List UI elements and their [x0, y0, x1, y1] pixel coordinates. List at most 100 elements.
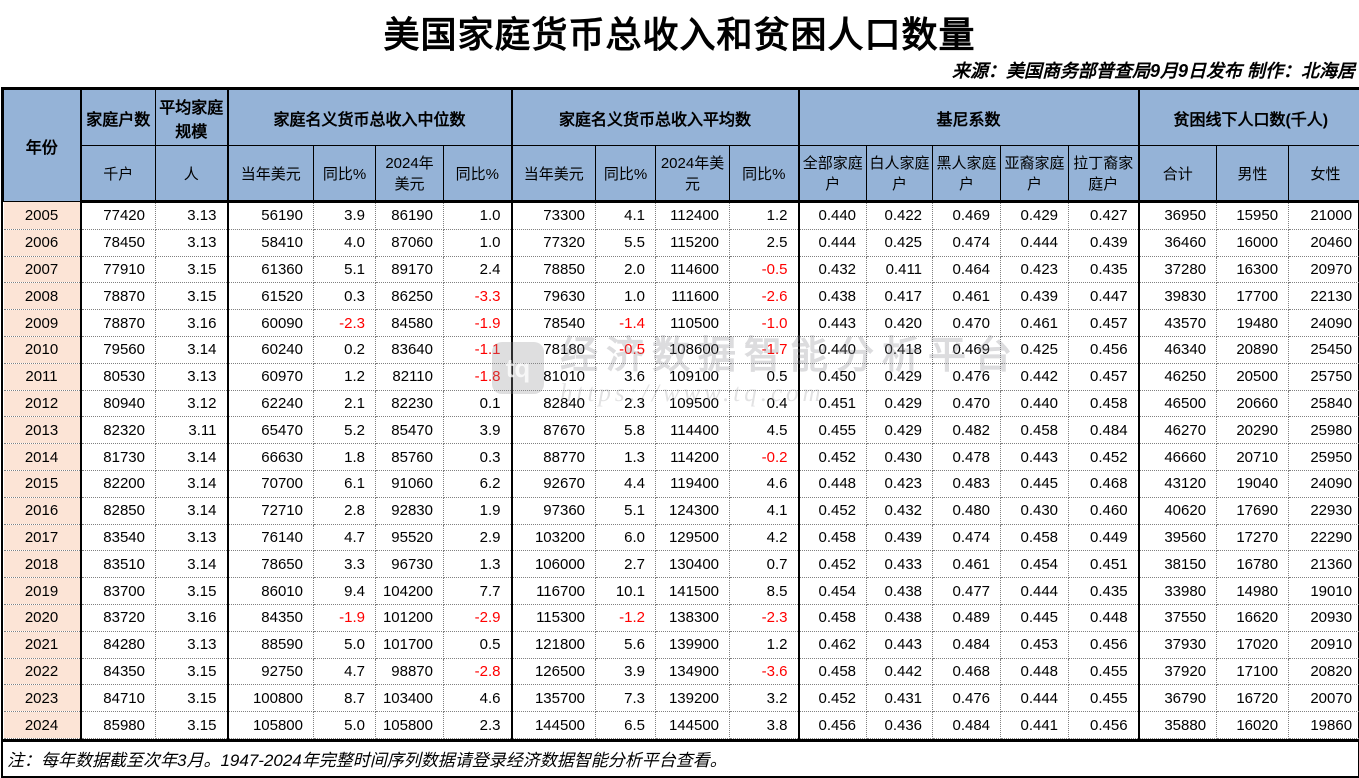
value-cell: 103400: [376, 685, 444, 712]
value-cell: 0.455: [799, 417, 867, 444]
value-cell: 0.444: [799, 229, 867, 256]
value-cell: 82200: [81, 470, 156, 497]
value-cell: 25840: [1289, 390, 1359, 417]
value-cell: 0.440: [1001, 390, 1069, 417]
col-header-mean-yoy: 同比%: [596, 146, 656, 202]
value-cell: 0.429: [867, 417, 933, 444]
value-cell: -1.9: [314, 604, 376, 631]
value-cell: 84710: [81, 685, 156, 712]
value-cell: 119400: [656, 470, 730, 497]
value-cell: 0.456: [799, 712, 867, 739]
value-cell: 0.423: [867, 470, 933, 497]
value-cell: 3.14: [156, 444, 228, 471]
value-cell: 0.476: [933, 685, 1001, 712]
value-cell: -2.3: [314, 310, 376, 337]
value-cell: 82320: [81, 417, 156, 444]
col-header-gini-black: 黑人家庭户: [933, 146, 1001, 202]
value-cell: 95520: [376, 524, 444, 551]
value-cell: 3.14: [156, 470, 228, 497]
col-header-gini-asian: 亚裔家庭户: [1001, 146, 1069, 202]
value-cell: 105800: [376, 712, 444, 739]
value-cell: 8.7: [314, 685, 376, 712]
value-cell: 4.7: [314, 524, 376, 551]
value-cell: 19860: [1289, 712, 1359, 739]
value-cell: 0.450: [799, 363, 867, 390]
value-cell: 87670: [512, 417, 596, 444]
year-cell: 2021: [4, 631, 81, 658]
value-cell: 79560: [81, 336, 156, 363]
value-cell: 3.13: [156, 631, 228, 658]
value-cell: 1.2: [730, 631, 799, 658]
value-cell: 46500: [1139, 390, 1217, 417]
value-cell: 116700: [512, 578, 596, 605]
value-cell: 16720: [1217, 685, 1289, 712]
value-cell: 6.0: [596, 524, 656, 551]
value-cell: 81730: [81, 444, 156, 471]
value-cell: 0.464: [933, 256, 1001, 283]
value-cell: 144500: [512, 712, 596, 739]
value-cell: 70700: [228, 470, 314, 497]
value-cell: 1.9: [444, 497, 512, 524]
value-cell: 20070: [1289, 685, 1359, 712]
col-header-gini-white: 白人家庭户: [867, 146, 933, 202]
value-cell: 83640: [376, 336, 444, 363]
value-cell: 3.3: [314, 551, 376, 578]
value-cell: 6.5: [596, 712, 656, 739]
value-cell: -2.3: [730, 604, 799, 631]
value-cell: 5.1: [596, 497, 656, 524]
year-cell: 2011: [4, 363, 81, 390]
value-cell: 85470: [376, 417, 444, 444]
value-cell: 6.2: [444, 470, 512, 497]
value-cell: 83540: [81, 524, 156, 551]
year-cell: 2019: [4, 578, 81, 605]
value-cell: 0.444: [1001, 578, 1069, 605]
value-cell: 109500: [656, 390, 730, 417]
value-cell: 17020: [1217, 631, 1289, 658]
value-cell: 0.452: [799, 497, 867, 524]
year-cell: 2012: [4, 390, 81, 417]
value-cell: 3.15: [156, 578, 228, 605]
value-cell: 2.7: [596, 551, 656, 578]
value-cell: 0.432: [799, 256, 867, 283]
value-cell: 130400: [656, 551, 730, 578]
value-cell: 0.458: [799, 604, 867, 631]
value-cell: 0.447: [1069, 283, 1139, 310]
value-cell: 80530: [81, 363, 156, 390]
value-cell: 16620: [1217, 604, 1289, 631]
value-cell: 78180: [512, 336, 596, 363]
value-cell: 84280: [81, 631, 156, 658]
value-cell: 86010: [228, 578, 314, 605]
value-cell: 88590: [228, 631, 314, 658]
value-cell: 20890: [1217, 336, 1289, 363]
value-cell: -2.6: [730, 283, 799, 310]
value-cell: 0.427: [1069, 202, 1139, 230]
value-cell: 3.14: [156, 551, 228, 578]
value-cell: 78650: [228, 551, 314, 578]
value-cell: 4.1: [596, 202, 656, 230]
value-cell: 8.5: [730, 578, 799, 605]
value-cell: 135700: [512, 685, 596, 712]
year-cell: 2007: [4, 256, 81, 283]
value-cell: 1.2: [314, 363, 376, 390]
value-cell: 1.8: [314, 444, 376, 471]
value-cell: 134900: [656, 658, 730, 685]
value-cell: 0.474: [933, 524, 1001, 551]
value-cell: 84350: [228, 604, 314, 631]
value-cell: 46270: [1139, 417, 1217, 444]
value-cell: 7.7: [444, 578, 512, 605]
value-cell: 61360: [228, 256, 314, 283]
value-cell: 65470: [228, 417, 314, 444]
value-cell: 14980: [1217, 578, 1289, 605]
value-cell: 0.484: [933, 712, 1001, 739]
value-cell: 0.435: [1069, 578, 1139, 605]
year-cell: 2017: [4, 524, 81, 551]
value-cell: 17700: [1217, 283, 1289, 310]
value-cell: 3.15: [156, 256, 228, 283]
value-cell: 0.5: [730, 363, 799, 390]
group-header-mean-income: 家庭名义货币总收入平均数: [512, 90, 799, 146]
value-cell: 0.444: [1001, 229, 1069, 256]
value-cell: 39560: [1139, 524, 1217, 551]
value-cell: 0.480: [933, 497, 1001, 524]
